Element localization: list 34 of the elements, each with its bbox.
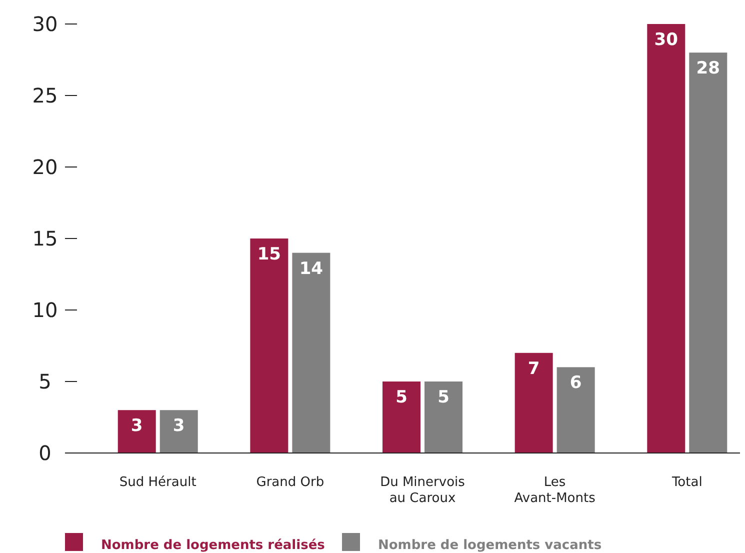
bar [118,410,156,453]
x-tick-label: Grand Orb [256,475,324,490]
bar [514,352,553,453]
bar [689,52,728,453]
data-label: 15 [257,244,282,264]
bar [424,382,462,453]
y-tick-label: 5 [38,370,52,394]
legend-label: Nombre de logements réalisés [101,538,326,553]
data-label: 7 [528,358,540,379]
data-label: 28 [696,58,720,79]
x-tick-label: Sud Hérault [119,475,196,490]
bar [160,410,198,453]
data-label: 5 [396,388,408,408]
bar [556,367,595,453]
y-tick-label: 15 [32,226,58,250]
y-tick-label: 10 [32,298,58,322]
x-tick-label: Du Minervois au Caroux [380,475,466,506]
y-tick-label: 0 [38,441,52,465]
data-label: 3 [130,416,143,436]
data-label: 6 [570,373,582,394]
x-tick-label: Les Avant-Monts [514,475,596,506]
legend-label: Nombre de logements vacants [378,538,602,553]
bar [647,24,686,453]
data-label: 3 [172,416,185,436]
y-tick-label: 25 [32,84,58,108]
data-label: 5 [438,388,450,408]
y-tick-label: 20 [32,155,58,179]
data-label: 14 [299,258,324,279]
bar [382,382,420,453]
x-tick-label: Total [670,475,702,490]
data-label: 30 [654,30,678,50]
y-tick-label: 30 [32,12,58,36]
bar [292,252,330,453]
bar [250,238,288,453]
